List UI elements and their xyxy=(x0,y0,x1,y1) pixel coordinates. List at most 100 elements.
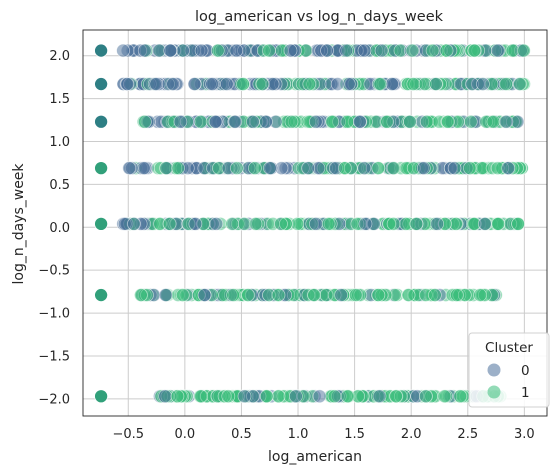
data-point xyxy=(225,217,239,231)
data-point xyxy=(450,288,464,302)
data-point xyxy=(490,43,505,58)
data-point xyxy=(175,288,190,302)
data-point-isolated xyxy=(94,217,108,231)
data-point xyxy=(473,288,487,302)
data-point xyxy=(428,288,442,302)
data-point xyxy=(429,77,443,91)
data-point-isolated xyxy=(94,114,108,129)
data-point xyxy=(389,389,403,404)
data-point xyxy=(339,43,354,58)
x-tick-label: 0.0 xyxy=(175,427,196,442)
data-point xyxy=(230,161,244,175)
data-point xyxy=(371,288,386,302)
data-point xyxy=(289,389,303,404)
legend-marker-0 xyxy=(487,363,501,377)
data-point xyxy=(385,77,400,91)
data-point xyxy=(193,114,208,129)
data-point xyxy=(516,43,531,58)
data-point xyxy=(158,389,172,404)
y-tick-label: 0.0 xyxy=(49,221,70,236)
data-point xyxy=(241,288,255,302)
data-point xyxy=(138,114,152,129)
data-point xyxy=(205,77,219,91)
data-point xyxy=(236,77,250,91)
x-tick-label: 3.0 xyxy=(514,427,535,442)
data-point xyxy=(159,161,173,175)
data-point xyxy=(228,114,243,129)
data-point-isolated xyxy=(94,288,108,302)
data-point xyxy=(259,389,274,404)
data-point xyxy=(467,43,482,58)
data-point xyxy=(501,161,516,175)
data-point xyxy=(418,389,433,404)
data-point xyxy=(166,77,180,91)
data-point xyxy=(477,217,492,231)
data-point xyxy=(409,217,424,231)
legend-title: Cluster xyxy=(485,340,533,356)
data-point xyxy=(187,77,202,91)
data-point xyxy=(134,288,148,302)
data-point xyxy=(380,114,394,129)
data-point xyxy=(372,389,387,404)
data-point xyxy=(188,217,203,231)
data-point xyxy=(301,161,315,175)
y-tick-label: 1.5 xyxy=(49,92,70,107)
data-point-isolated xyxy=(94,389,108,404)
data-point xyxy=(325,114,340,129)
y-tick-label: −1.0 xyxy=(38,307,70,322)
y-axis-title: log_n_days_week xyxy=(11,163,27,285)
data-point xyxy=(308,114,323,129)
x-tick-labels: −0.5 0.0 0.5 1.0 1.5 2.0 2.5 3.0 xyxy=(112,427,534,442)
data-point xyxy=(340,114,355,129)
data-point xyxy=(386,161,401,175)
y-tick-label: −0.5 xyxy=(38,264,70,279)
data-point xyxy=(219,77,234,91)
data-point-isolated xyxy=(94,77,108,91)
data-point xyxy=(371,161,386,175)
data-point xyxy=(274,217,288,231)
legend-marker-1 xyxy=(487,385,501,399)
data-point xyxy=(321,217,336,231)
data-point xyxy=(327,389,342,404)
data-point xyxy=(511,217,525,231)
data-point xyxy=(320,43,334,58)
data-point xyxy=(330,77,345,91)
data-point xyxy=(453,389,468,404)
data-point xyxy=(352,114,367,129)
data-point xyxy=(338,161,352,175)
x-tick-label: 2.5 xyxy=(457,427,478,442)
data-point xyxy=(208,114,223,129)
data-point xyxy=(486,114,501,129)
data-point xyxy=(246,114,260,129)
data-point xyxy=(194,43,209,58)
data-point xyxy=(263,161,277,175)
data-point xyxy=(226,288,240,302)
data-point xyxy=(463,161,477,175)
data-point xyxy=(127,217,141,231)
data-point xyxy=(463,114,478,129)
data-point xyxy=(401,288,416,302)
data-point xyxy=(284,114,299,129)
data-point xyxy=(441,114,455,129)
data-point xyxy=(259,114,273,129)
plot-frame xyxy=(82,29,548,417)
data-point xyxy=(312,389,327,404)
data-point xyxy=(309,217,323,231)
x-tick-label: 1.0 xyxy=(288,427,309,442)
data-point-isolated xyxy=(94,43,108,58)
data-points xyxy=(94,43,531,404)
data-point xyxy=(255,77,270,91)
data-point xyxy=(419,114,434,129)
data-point xyxy=(334,288,348,302)
data-point xyxy=(283,43,298,58)
data-point xyxy=(248,217,263,231)
data-point xyxy=(162,217,177,231)
data-point xyxy=(229,43,244,58)
data-point xyxy=(116,43,130,58)
y-tick-label: −1.5 xyxy=(38,349,70,364)
data-point xyxy=(210,43,225,58)
data-point xyxy=(170,389,185,404)
legend: Cluster 0 1 xyxy=(468,332,550,408)
data-point xyxy=(194,389,208,404)
data-point xyxy=(348,288,363,302)
